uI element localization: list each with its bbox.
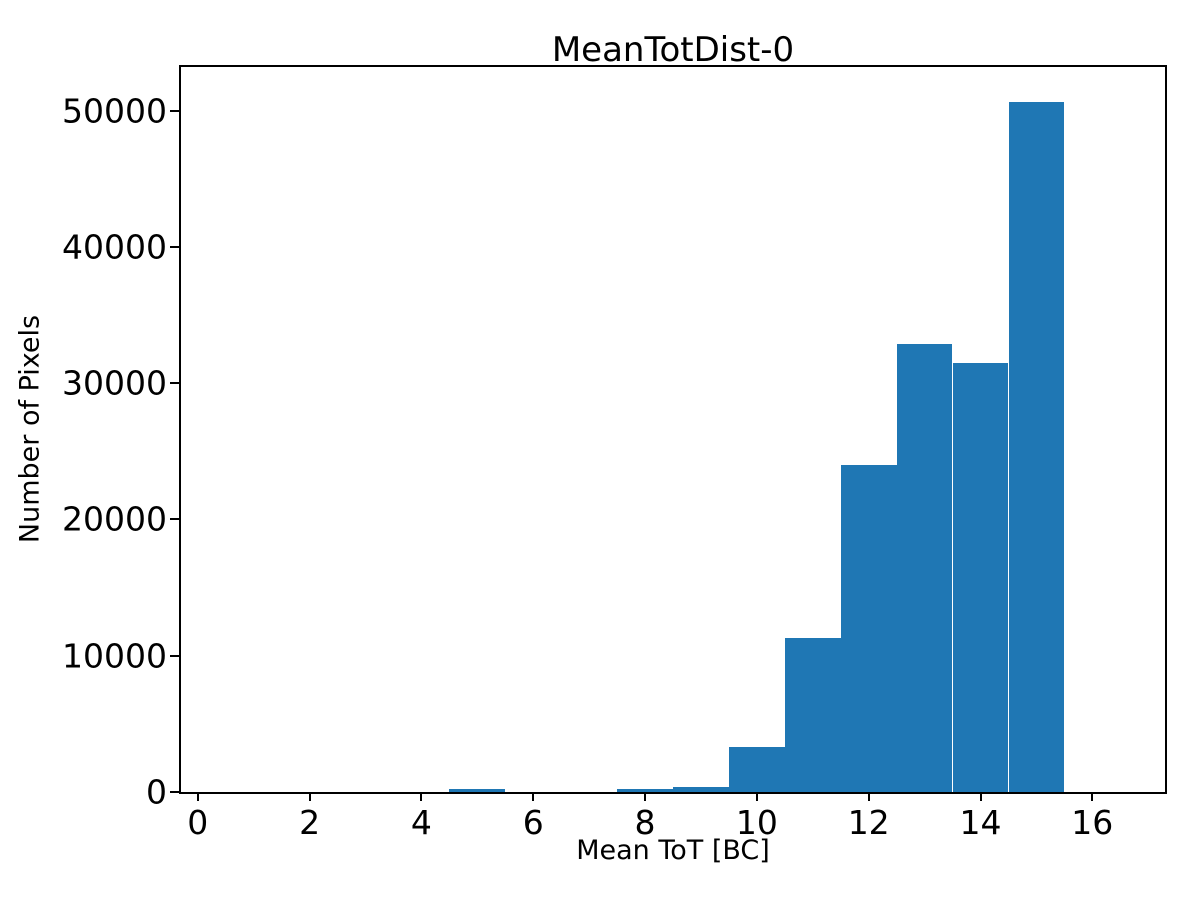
y-tick-label: 40000 — [62, 227, 167, 267]
y-tick-label: 10000 — [62, 636, 167, 676]
x-tick-label: 14 — [959, 803, 1002, 842]
x-tick-mark — [196, 792, 199, 801]
histogram-bars-layer — [181, 67, 1165, 792]
x-tick-mark — [308, 792, 311, 801]
y-tick-mark — [170, 791, 179, 793]
x-tick-mark — [644, 792, 646, 801]
x-tick-mark — [867, 792, 870, 801]
y-tick-label: 50000 — [62, 91, 167, 131]
chart-title: MeanTotDist-0 — [551, 30, 795, 70]
y-tick-mark — [170, 654, 179, 657]
y-tick-label: 30000 — [62, 363, 167, 403]
x-tick-label: 2 — [299, 803, 321, 842]
histogram-bar — [840, 464, 897, 792]
x-tick-mark — [532, 792, 535, 801]
x-tick-label: 4 — [410, 803, 432, 842]
x-tick-label: 12 — [847, 803, 890, 842]
x-tick-mark — [979, 792, 982, 801]
x-tick-label: 6 — [522, 803, 544, 842]
y-tick-mark — [170, 518, 179, 521]
x-tick-mark — [755, 792, 758, 801]
x-tick-label: 10 — [735, 803, 778, 842]
y-tick-mark — [170, 382, 179, 385]
histogram-bar — [896, 343, 953, 792]
x-tick-mark — [1091, 792, 1094, 801]
x-tick-label: 16 — [1071, 803, 1114, 842]
y-tick-label: 20000 — [62, 499, 167, 539]
histogram-bar — [449, 788, 506, 792]
x-tick-mark — [420, 792, 423, 801]
histogram-bar — [1008, 102, 1065, 792]
x-tick-label: 8 — [634, 803, 656, 842]
x-tick-label: 0 — [187, 803, 209, 842]
y-tick-label: 0 — [146, 772, 167, 812]
histogram-bar — [673, 786, 729, 792]
histogram-bar — [952, 362, 1009, 792]
histogram-bar — [617, 788, 673, 792]
y-tick-mark — [170, 109, 179, 112]
plot-area — [179, 65, 1167, 794]
y-axis-label: Number of Pixels — [14, 314, 46, 544]
histogram-bar — [728, 747, 785, 792]
histogram-bar — [784, 638, 841, 792]
y-tick-mark — [170, 245, 179, 248]
x-axis-label: Mean ToT [BC] — [576, 835, 770, 866]
